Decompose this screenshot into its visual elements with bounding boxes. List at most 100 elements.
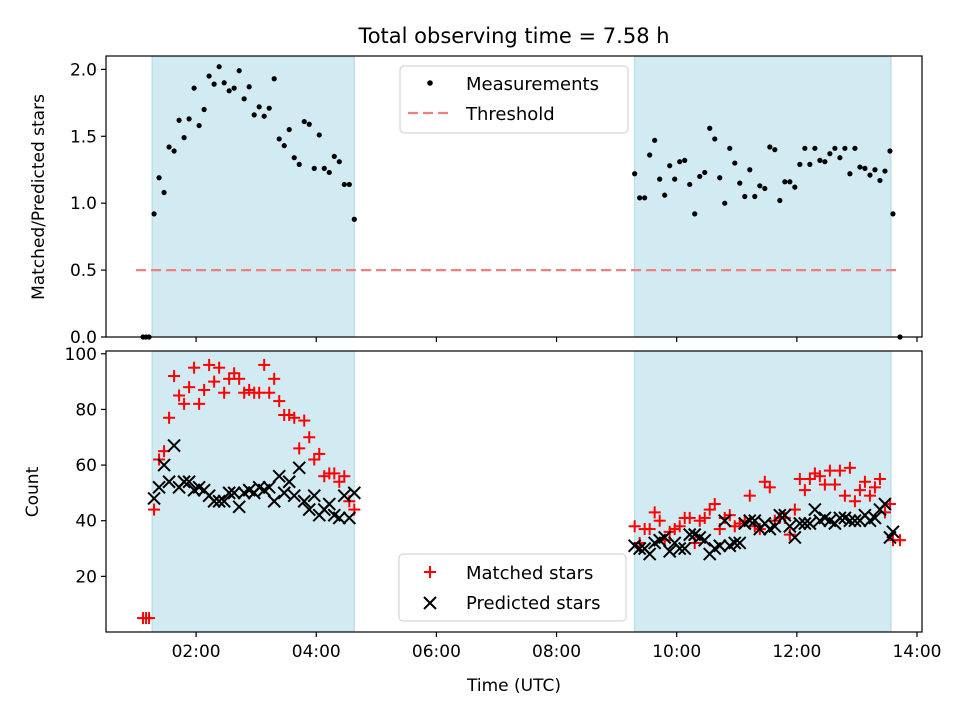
measurement-point xyxy=(306,121,312,127)
matched-star-point xyxy=(213,361,226,374)
predicted-star-point xyxy=(162,475,176,489)
measurement-point xyxy=(777,197,783,204)
predicted-star-point xyxy=(657,530,672,545)
matched-star-point xyxy=(868,481,881,494)
measurement-point xyxy=(822,159,828,165)
predicted-star-point xyxy=(868,511,882,525)
top-y-axis-label: Matched/Predicted stars xyxy=(29,94,49,300)
bottom-legend: Matched stars Predicted stars xyxy=(398,553,627,622)
measurement-point xyxy=(687,181,693,188)
predicted-star-point xyxy=(632,541,647,556)
predicted-star-point xyxy=(698,533,712,547)
measurement-point xyxy=(847,171,853,177)
predicted-star-point xyxy=(718,514,732,528)
matched-star-point xyxy=(818,478,831,491)
predicted-star-point xyxy=(808,502,822,517)
measurement-point xyxy=(291,155,297,161)
measurement-point xyxy=(632,171,638,177)
measurement-point xyxy=(231,85,237,91)
measurement-point xyxy=(782,179,788,185)
bottom-shaded-spans xyxy=(151,350,892,633)
measurement-point xyxy=(251,112,257,118)
x-tick-label: 02:00 xyxy=(172,642,221,662)
measurement-point xyxy=(657,176,663,182)
matched-star-point xyxy=(273,395,286,408)
matched-star-point xyxy=(668,523,681,536)
measurement-point xyxy=(206,73,212,79)
predicted-star-point xyxy=(157,458,171,472)
predicted-star-point xyxy=(147,491,161,506)
matched-star-point xyxy=(858,475,871,488)
measurement-point xyxy=(772,147,778,153)
bottom-y-tick-label: 80 xyxy=(75,400,97,420)
matched-star-point xyxy=(643,523,656,536)
top-y-ticks: 0.0 0.5 1.0 1.5 2.0 xyxy=(70,60,106,348)
predicted-star-point xyxy=(307,488,321,503)
matched-star-point xyxy=(148,503,161,516)
matched-star-point xyxy=(203,358,216,371)
measurement-point xyxy=(872,167,878,173)
matched-star-point xyxy=(708,498,721,511)
predicted-star-point xyxy=(302,502,316,517)
predicted-star-point xyxy=(728,536,742,550)
matched-star-point xyxy=(833,464,846,477)
matched-star-point xyxy=(893,534,906,547)
measurement-point xyxy=(757,183,763,189)
measurement-point xyxy=(281,143,287,149)
measurement-point xyxy=(672,176,678,182)
predicted-star-point xyxy=(683,527,697,542)
measurement-point xyxy=(667,163,673,169)
measurement-point xyxy=(762,185,768,192)
measurement-point xyxy=(717,175,723,181)
legend-marker-matched xyxy=(424,566,436,578)
legend-marker-measurements xyxy=(427,80,433,86)
measurement-point xyxy=(171,148,177,154)
predicted-star-point xyxy=(342,511,357,525)
bottom-x-ticks: 02:00 04:00 06:00 08:00 10:00 12:00 14:00 xyxy=(172,632,941,662)
measurement-point xyxy=(326,169,332,176)
predicted-star-point xyxy=(843,514,857,528)
measurement-point xyxy=(747,167,753,173)
matched-star-point xyxy=(703,503,716,516)
legend-label-measurements: Measurements xyxy=(466,74,599,95)
matched-star-point xyxy=(328,467,341,480)
matched-star-point xyxy=(333,475,346,488)
x-tick-label: 06:00 xyxy=(412,642,461,662)
observing-span-2 xyxy=(634,350,892,633)
predicted-star-point xyxy=(167,438,181,453)
measurement-point xyxy=(336,159,342,165)
measurement-point xyxy=(286,126,292,133)
measurement-point xyxy=(837,155,843,161)
x-tick-label: 08:00 xyxy=(532,642,581,662)
measurement-point xyxy=(241,96,247,102)
predicted-star-point xyxy=(642,547,657,561)
top-shaded-spans xyxy=(151,55,892,338)
matched-star-point xyxy=(283,408,296,421)
measurement-point xyxy=(752,193,758,200)
legend-label-threshold: Threshold xyxy=(465,104,555,125)
measurement-point xyxy=(176,117,182,123)
top-y-tick-label: 1.0 xyxy=(70,194,97,214)
matched-star-point xyxy=(293,442,306,455)
measurement-point xyxy=(316,132,322,138)
predicted-star-point xyxy=(282,475,296,489)
matched-star-point xyxy=(803,472,816,485)
measurement-point xyxy=(166,144,172,150)
top-legend-frame xyxy=(399,65,629,134)
predicted-star-point xyxy=(662,544,677,559)
x-tick-label: 10:00 xyxy=(652,642,701,662)
measurement-point xyxy=(742,193,748,200)
measurement-point xyxy=(216,64,222,70)
predicted-star-point xyxy=(347,486,362,500)
predicted-star-point xyxy=(212,494,226,508)
predicted-star-point xyxy=(713,539,727,553)
measurement-point xyxy=(331,153,337,159)
predicted-star-point xyxy=(788,530,802,545)
measurement-point xyxy=(161,189,167,196)
x-tick-label: 04:00 xyxy=(292,642,341,662)
predicted-star-point xyxy=(267,494,281,508)
measurement-point xyxy=(852,145,858,151)
x-axis-label: Time (UTC) xyxy=(466,676,561,696)
predicted-star-point xyxy=(332,511,346,525)
